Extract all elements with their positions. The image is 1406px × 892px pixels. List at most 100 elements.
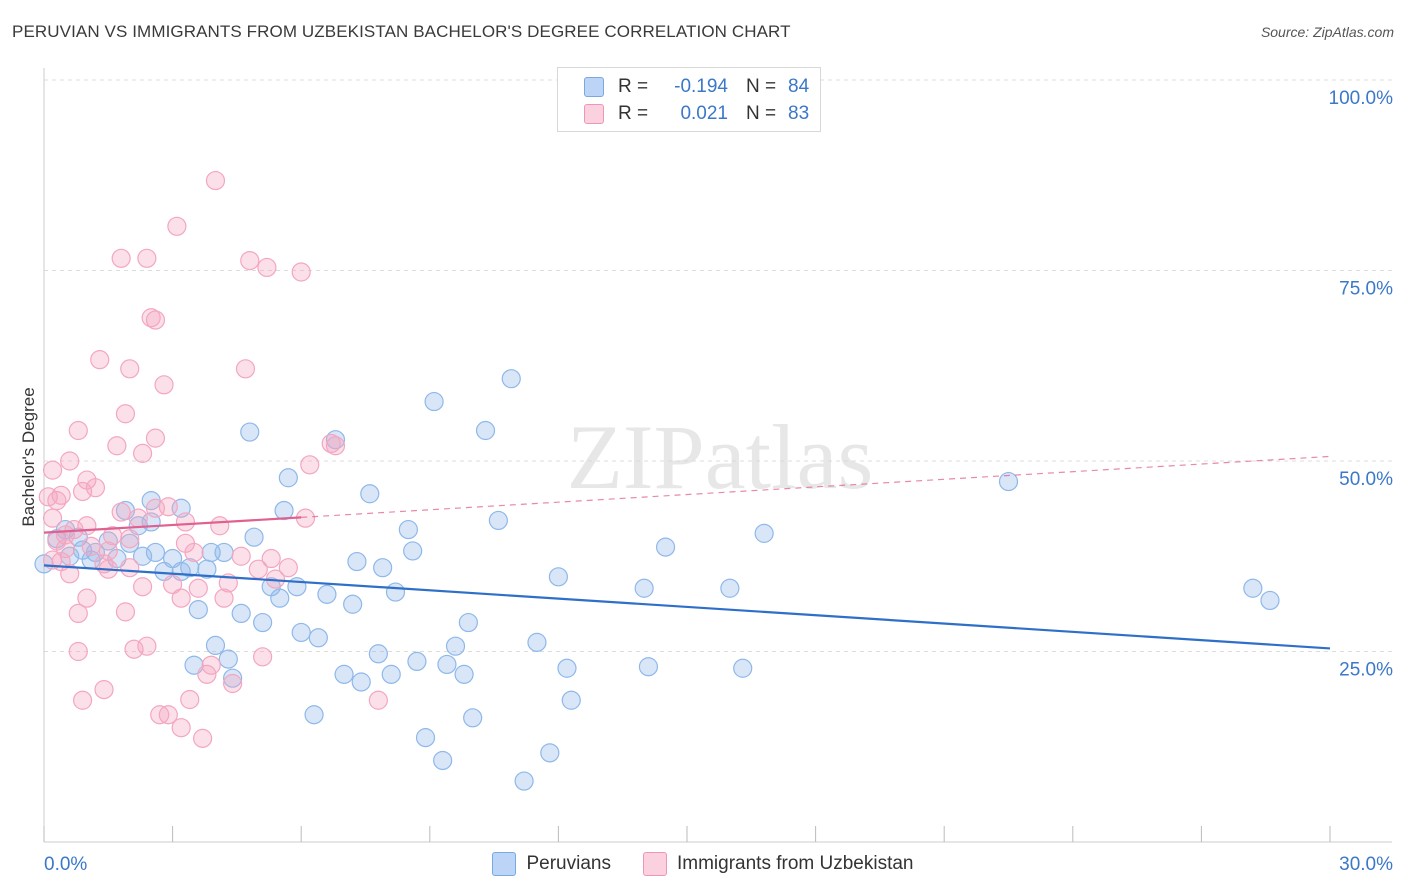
uzbekistan-point-78 [145, 498, 166, 518]
peruvian-point-32 [244, 527, 264, 547]
uzbekistan-point-53 [210, 516, 230, 536]
peruvian-point-29 [223, 668, 243, 688]
peruvian-point-42 [317, 584, 337, 604]
uzbekistan-point-57 [231, 546, 251, 566]
peruvian-point-55 [407, 651, 427, 672]
uzbekistan-point-24 [111, 502, 131, 522]
uzbekistan-point-30 [132, 443, 153, 463]
uzbekistan-point-59 [240, 250, 260, 271]
uzbekistan-point-25 [115, 404, 136, 424]
legend-n-value: 83 [788, 103, 810, 124]
peruvian-point-52 [385, 582, 406, 602]
peruvian-point-65 [488, 510, 508, 531]
x-tick-label-max: 30.0% [1339, 854, 1393, 875]
series-legend-uzbekistan[interactable]: Immigrants from Uzbekistan [642, 852, 914, 876]
series-label-uzbekistan: Immigrants from Uzbekistan [676, 853, 914, 874]
uzbekistan-point-9 [68, 420, 88, 441]
uzbekistan-point-15 [81, 536, 101, 556]
peruvian-point-66 [501, 369, 521, 389]
uzbekistan-point-31 [132, 577, 153, 597]
uzbekistan-point-39 [158, 705, 178, 725]
peruvian-point-62 [458, 612, 478, 633]
uzbekistan-point-13 [77, 588, 97, 608]
peruvian-point-71 [557, 658, 577, 678]
y-tick-label-1: 50.0% [1339, 469, 1393, 490]
series-swatch-peruvians [492, 852, 517, 876]
uzbekistan-point-35 [145, 310, 166, 330]
peruvian-point-70 [548, 567, 569, 587]
gridlines [44, 79, 1392, 652]
peruvian-point-48 [360, 484, 380, 504]
peruvian-point-37 [278, 468, 298, 488]
uzbekistan-point-16 [85, 478, 106, 498]
legend-r-label: R = [618, 76, 649, 97]
uzbekistan-point-58 [235, 359, 256, 379]
peruvian-point-60 [445, 636, 466, 656]
uzbekistan-point-74 [77, 516, 97, 536]
peruvian-point-75 [655, 537, 676, 557]
uzbekistan-point-36 [145, 428, 166, 448]
uzbekistan-point-70 [325, 436, 346, 456]
uzbekistan-point-81 [115, 602, 136, 622]
uzbekistan-point-68 [300, 455, 320, 475]
uzbekistan-point-26 [120, 359, 140, 379]
peruvian-point-51 [381, 664, 401, 684]
peruvian-point-72 [561, 690, 581, 710]
series-legend-peruvians[interactable]: Peruvians [492, 852, 611, 876]
stats-legend: R = -0.194 N = 84 R = 0.021 N = 83 [557, 67, 821, 132]
uzbekistan-point-72 [47, 491, 67, 511]
peruvian-point-73 [634, 578, 654, 598]
chart-source: Source: ZipAtlas.com [1260, 24, 1394, 40]
peruvian-point-68 [527, 632, 547, 652]
peruvian-point-53 [398, 519, 418, 540]
uzbekistan-point-19 [94, 679, 114, 700]
uzbekistan-point-11 [68, 641, 88, 662]
uzbekistan-point-51 [201, 655, 221, 675]
uzbekistan-point-73 [55, 525, 76, 545]
peruvian-point-21 [180, 558, 200, 578]
y-tick-label-2: 75.0% [1339, 279, 1393, 300]
peruvian-point-45 [343, 594, 363, 614]
legend-swatch-peruvians [584, 77, 604, 97]
y-axis-label: Bachelor's Degree [19, 387, 38, 526]
legend-n-value: 84 [788, 76, 810, 97]
peruvian-point-76 [720, 578, 740, 598]
uzbekistan-point-29 [128, 508, 148, 528]
uzbekistan-point-10 [68, 603, 88, 624]
legend-row-peruvians: R = -0.194 N = 84 [584, 74, 809, 100]
series-swatch-uzbekistan [642, 852, 667, 876]
uzbekistan-point-27 [120, 558, 140, 578]
peruvian-point-33 [253, 612, 273, 633]
uzbekistan-point-41 [163, 574, 183, 595]
uzbekistan-point-42 [167, 216, 187, 236]
peruvian-point-54 [403, 541, 423, 561]
uzbekistan-point-79 [175, 533, 196, 553]
peruvian-point-16 [145, 542, 166, 563]
uzbekistan-trend-extension [301, 455, 1331, 518]
peruvian-point-78 [754, 523, 774, 543]
peruvian-point-30 [231, 603, 251, 624]
legend-swatch-uzbekistan [584, 104, 604, 124]
peruvian-point-59 [437, 654, 457, 675]
trend-lines [43, 455, 1331, 650]
uzbekistan-point-71 [368, 690, 388, 710]
peruvian-point-39 [291, 622, 311, 643]
uzbekistan-point-22 [107, 436, 127, 456]
peruvian-point-74 [638, 657, 659, 677]
legend-r-label: R = [618, 103, 649, 124]
peruvian-point-64 [475, 420, 496, 441]
uzbekistan-point-63 [261, 548, 281, 569]
peruvian-point-58 [433, 750, 453, 771]
peruvian-point-80 [1243, 578, 1263, 598]
uzbekistan-point-62 [257, 257, 277, 278]
peruvian-point-27 [214, 542, 234, 563]
series-legend: Peruvians Immigrants from Uzbekistan [0, 852, 1406, 876]
uzbekistan-point-45 [175, 512, 196, 532]
uzbekistan-point-80 [72, 481, 93, 502]
y-tick-label-0: 25.0% [1339, 660, 1393, 681]
tick-labels: 25.0% 50.0% 75.0% 100.0% 0.0% 30.0% [44, 88, 1393, 875]
peruvian-point-57 [424, 391, 444, 412]
peruvian-point-44 [334, 664, 354, 684]
peruvian-point-81 [1260, 590, 1280, 611]
uzbekistan-point-75 [98, 541, 118, 561]
